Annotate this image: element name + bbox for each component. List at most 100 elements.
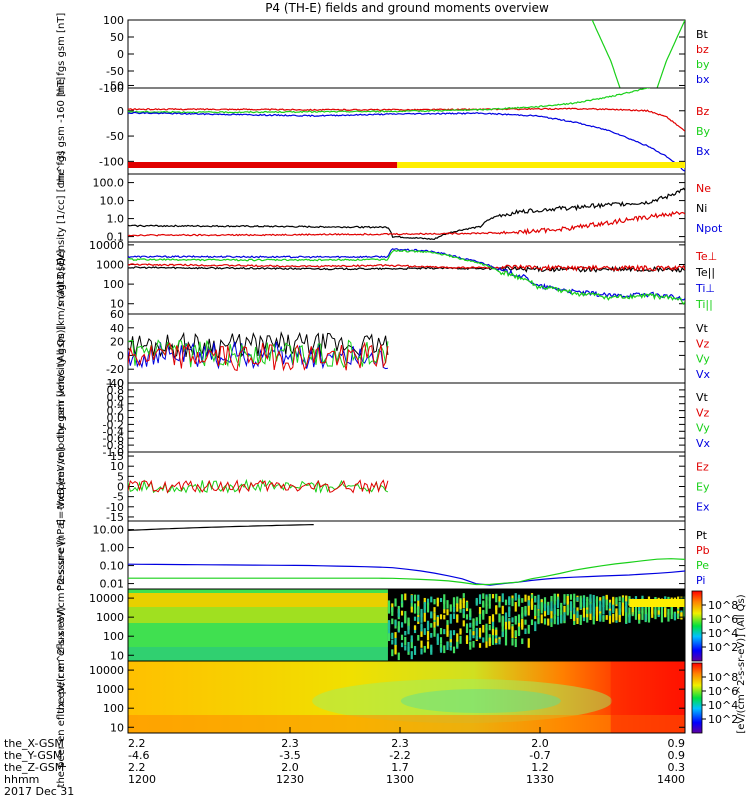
spectrogram-cell	[433, 599, 436, 605]
series-group	[128, 478, 389, 495]
spectrogram-cell	[521, 612, 524, 619]
colorbar: 10^810^610^410^210^810^610^410^2[eV/(cm^…	[691, 590, 747, 734]
spectrogram-cell	[527, 605, 530, 616]
series-vz-line	[128, 341, 389, 372]
y-tick-label: 10000	[89, 592, 124, 605]
spectrogram-cell	[511, 632, 514, 638]
spectrogram-cell	[530, 601, 534, 610]
y-tick-label: -0.2	[103, 418, 124, 431]
spectrogram-cell	[540, 605, 543, 614]
spectrogram-cell	[430, 623, 433, 628]
spectrogram-cell	[413, 645, 417, 655]
spectrogram-cell	[595, 606, 599, 616]
y-tick-label: 0	[117, 349, 124, 362]
legend-entry: Pt	[696, 529, 708, 542]
y-tick-label: -15	[106, 511, 124, 524]
spectrogram-cell	[524, 606, 527, 615]
y-tick-label: 1.0	[107, 377, 125, 390]
colorbar-bar	[691, 590, 703, 662]
spectrogram-cell	[475, 621, 478, 626]
spectrogram-cell	[394, 620, 397, 626]
y-tick-label: -0.6	[103, 432, 124, 445]
spectrogram-cell	[459, 635, 462, 644]
axis-row-value: 0.9	[668, 749, 686, 762]
spectrogram-cell	[527, 624, 530, 634]
spectrogram-cell	[495, 638, 498, 643]
spectrogram-cell	[618, 603, 621, 610]
y-tick-label: 10	[110, 460, 124, 473]
spectrogram-cell	[443, 609, 446, 614]
spectrogram-cell	[469, 608, 472, 618]
spectrogram-cell	[508, 608, 511, 618]
series-by-line	[656, 20, 685, 88]
spectrogram-cell	[563, 612, 566, 621]
spectrogram-block	[128, 715, 685, 733]
spectrogram-cell	[469, 622, 472, 628]
spectrogram-cell	[488, 637, 491, 647]
spectrogram-cell	[439, 598, 443, 603]
spectrogram-cell	[605, 602, 608, 611]
spectrogram-cell	[465, 623, 469, 634]
y-tick-label: 100	[103, 278, 124, 291]
spectrogram-cell	[485, 634, 488, 642]
legend-entry: Bx	[696, 145, 711, 158]
spectrogram-cell	[517, 622, 521, 628]
series-group	[128, 88, 685, 172]
spectrogram-cell	[426, 641, 430, 649]
spectrogram-cell	[556, 616, 560, 625]
spectrogram-cell	[534, 604, 537, 613]
y-tick-label: -100	[99, 155, 124, 168]
panel-p2: 50 0 -50 -100 the fgs gsm -160 [nT] Bz By Bx	[56, 77, 711, 186]
spectrogram-cell	[660, 603, 664, 614]
axis-row-value: -0.7	[529, 749, 550, 762]
spectrogram-cell	[407, 625, 410, 635]
spectrogram-blob	[400, 689, 561, 713]
spectrogram-cell	[426, 631, 430, 641]
spectrogram-cell	[521, 598, 524, 603]
spectrogram-cell	[582, 597, 586, 607]
spectrogram-cell	[566, 607, 569, 616]
spectrogram-cell	[501, 605, 504, 615]
spectrogram-cell	[608, 610, 612, 617]
spectrogram-cell	[501, 615, 504, 625]
spectrogram-cell	[436, 636, 439, 645]
spectrogram-cell	[634, 607, 638, 617]
spectrogram-cell	[576, 615, 579, 624]
legend-entry: Ez	[696, 461, 709, 474]
legend-entry: Vx	[696, 368, 711, 381]
spectrogram-cell	[433, 622, 436, 631]
y-tick-label: 5	[117, 470, 124, 483]
y-tick-label: 1000	[96, 683, 124, 696]
spectrogram-cell	[498, 596, 501, 602]
spectrogram-cell	[391, 603, 394, 611]
spectrogram-cell	[521, 638, 524, 645]
legend-entry: Vy	[696, 353, 710, 366]
y-tick-label: 10000	[89, 664, 124, 677]
spectrogram-cell	[514, 602, 517, 612]
spectrogram-cell	[397, 608, 400, 618]
legend-entry: Vz	[696, 406, 710, 419]
legend-entry: Te||	[695, 266, 715, 279]
axis-row-value: 1230	[276, 773, 304, 786]
series-group	[128, 248, 685, 306]
spectrogram-cell	[647, 605, 651, 616]
y-tick-label: -1.0	[103, 446, 124, 459]
spectrogram-cell	[527, 638, 530, 648]
panel-frame	[127, 173, 686, 243]
spectrogram-cell	[446, 609, 449, 616]
spectrogram-cell	[488, 596, 491, 606]
y-tick-label: -50	[106, 65, 124, 78]
spectrogram-cell	[394, 645, 397, 653]
spectrogram-cell	[514, 615, 517, 625]
y-tick-label: 1000	[96, 258, 124, 271]
spectrogram-cell	[569, 601, 573, 610]
spectrogram-cell	[612, 613, 615, 623]
spectrogram-cell	[446, 620, 449, 629]
panel-p8: 10.00 1.00 0.10 0.01 Pressure [nPa] Pt Pb Pe Pi	[56, 519, 710, 591]
axis-row-value: 1400	[657, 773, 685, 786]
axis-row-value: 2.0	[531, 737, 549, 750]
spectrogram-cell	[407, 617, 410, 627]
spectrogram-cell	[413, 625, 417, 630]
spectrogram-cell	[404, 630, 407, 636]
